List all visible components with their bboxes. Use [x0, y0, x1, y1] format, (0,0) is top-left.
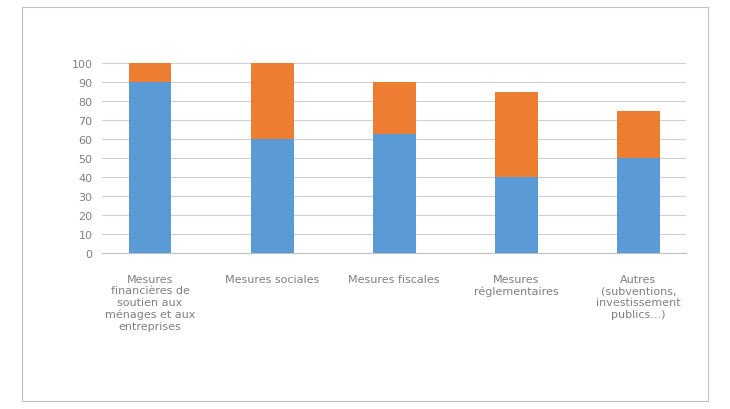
Text: Autres
(subventions,
investissement
publics...): Autres (subventions, investissement publ…	[596, 274, 680, 319]
Bar	[495, 178, 537, 254]
Text: Mesures
réglementaires: Mesures réglementaires	[474, 274, 558, 296]
Bar	[373, 83, 415, 134]
Bar	[495, 92, 537, 178]
Bar	[128, 64, 172, 83]
Bar	[373, 134, 415, 254]
Text: Mesures sociales: Mesures sociales	[225, 274, 319, 284]
Bar	[251, 64, 293, 140]
Bar	[128, 83, 172, 254]
Text: Mesures
financières de
soutien aux
ménages et aux
entreprises: Mesures financières de soutien aux ménag…	[105, 274, 196, 331]
Bar	[251, 140, 293, 254]
Bar	[617, 159, 660, 254]
Bar	[617, 112, 660, 159]
Text: Mesures fiscales: Mesures fiscales	[348, 274, 440, 284]
